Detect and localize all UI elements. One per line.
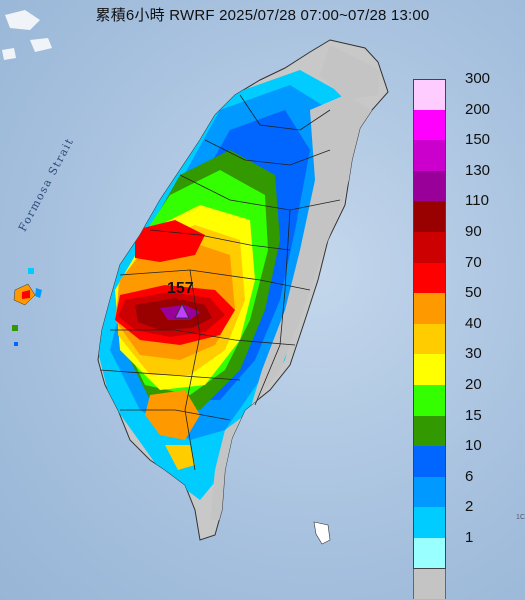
legend-swatch bbox=[413, 384, 446, 416]
legend-swatch bbox=[413, 201, 446, 232]
legend-swatch bbox=[413, 568, 446, 600]
legend-item: 300 bbox=[413, 70, 513, 110]
legend-item: 70 bbox=[413, 254, 513, 294]
legend-item: 1 bbox=[413, 529, 513, 569]
legend-item: 30 bbox=[413, 345, 513, 385]
max-value-label: 157 bbox=[167, 280, 194, 297]
legend-swatch bbox=[413, 537, 446, 569]
corner-text: 1C bbox=[516, 514, 525, 521]
legend-item: 200 bbox=[413, 101, 513, 141]
legend-label: 40 bbox=[465, 314, 482, 332]
legend-item: 110 bbox=[413, 192, 513, 232]
legend-swatch bbox=[413, 323, 446, 355]
rainfall-field bbox=[98, 45, 380, 520]
legend-swatch bbox=[413, 476, 446, 508]
legend-swatch bbox=[413, 231, 446, 263]
legend-label: 2 bbox=[465, 498, 474, 516]
legend-label: 15 bbox=[465, 406, 482, 424]
legend-item: 150 bbox=[413, 131, 513, 171]
legend-label: 50 bbox=[465, 284, 482, 302]
legend-item: 90 bbox=[413, 223, 513, 263]
legend-label: 130 bbox=[465, 161, 491, 179]
legend-label: 90 bbox=[465, 222, 482, 240]
offshore-islands bbox=[12, 268, 331, 545]
legend-item: 2 bbox=[413, 498, 513, 538]
northwest-islands bbox=[2, 10, 52, 60]
legend-item: 10 bbox=[413, 437, 513, 477]
legend-label: 200 bbox=[465, 100, 491, 118]
legend-item: 20 bbox=[413, 376, 513, 416]
legend-swatch bbox=[413, 446, 446, 477]
page-title: 累積6小時 RWRF 2025/07/28 07:00~07/28 13:00 bbox=[95, 7, 430, 24]
legend-swatch bbox=[413, 293, 446, 324]
legend-label: 110 bbox=[465, 192, 489, 210]
county-boundaries bbox=[99, 94, 341, 471]
legend-item: 15 bbox=[413, 407, 513, 447]
legend-item: 50 bbox=[413, 284, 513, 324]
legend-label: 1 bbox=[465, 528, 474, 546]
legend-label: 20 bbox=[465, 375, 482, 393]
legend-swatch bbox=[413, 109, 446, 141]
legend-swatch bbox=[413, 170, 446, 202]
max-rainfall-marker bbox=[174, 302, 190, 319]
legend-swatch bbox=[413, 354, 446, 385]
legend-swatch bbox=[413, 507, 446, 538]
legend-swatch bbox=[413, 415, 446, 447]
legend-swatch bbox=[413, 140, 446, 171]
legend-label: 10 bbox=[465, 437, 482, 455]
legend-item: 130 bbox=[413, 162, 513, 202]
legend-label: 150 bbox=[465, 131, 491, 149]
rainfall-legend: 300 200 150 130 110 90 70 50 40 30 20 15 10 6 2 1 bbox=[413, 70, 513, 600]
legend-label: 70 bbox=[465, 253, 482, 271]
legend-item bbox=[413, 568, 513, 600]
legend-item: 6 bbox=[413, 468, 513, 508]
legend-item: 40 bbox=[413, 315, 513, 355]
legend-label: 300 bbox=[465, 70, 491, 87]
legend-label: 6 bbox=[465, 467, 474, 485]
legend-label: 30 bbox=[465, 345, 482, 363]
legend-swatch bbox=[413, 262, 446, 294]
legend-swatch bbox=[413, 79, 446, 110]
